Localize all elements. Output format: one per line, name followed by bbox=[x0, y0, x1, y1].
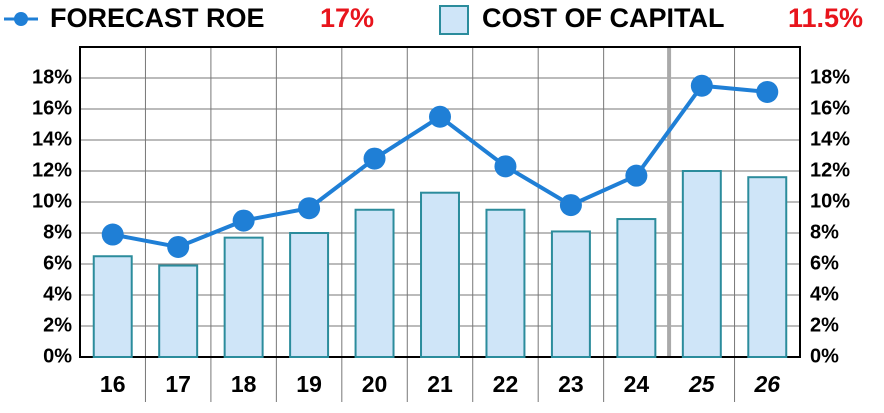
x-tick-label: 20 bbox=[362, 371, 388, 397]
legend-marker-icon bbox=[14, 12, 28, 26]
line-marker bbox=[690, 74, 713, 97]
y-tick-label: 14% bbox=[32, 128, 72, 150]
y2-tick-label: 4% bbox=[810, 283, 839, 305]
line-marker bbox=[298, 197, 321, 220]
bar bbox=[550, 230, 591, 358]
y2-tick-label: 12% bbox=[810, 159, 850, 181]
y2-tick-label: 18% bbox=[810, 66, 850, 88]
y-tick-label: 2% bbox=[43, 314, 72, 336]
bar bbox=[420, 191, 460, 358]
y-tick-label: 4% bbox=[43, 283, 72, 305]
bar bbox=[223, 236, 264, 358]
x-tick-label: 23 bbox=[558, 371, 584, 397]
x-tick-label: 24 bbox=[624, 371, 650, 397]
line-marker bbox=[625, 164, 648, 187]
legend-bar-icon bbox=[439, 5, 469, 35]
x-tick-label: 21 bbox=[427, 371, 453, 397]
line-marker bbox=[167, 235, 190, 258]
bar bbox=[289, 232, 330, 358]
line-marker bbox=[101, 223, 124, 246]
y2-tick-label: 14% bbox=[810, 128, 850, 150]
bar bbox=[354, 208, 395, 358]
line-marker bbox=[232, 209, 255, 232]
x-tick-label: 22 bbox=[493, 371, 519, 397]
x-tick-label: 17 bbox=[165, 371, 191, 397]
x-tick-label: 18 bbox=[231, 371, 257, 397]
y-tick-label: 10% bbox=[32, 190, 72, 212]
y-tick-label: 6% bbox=[43, 252, 72, 274]
x-tick-label: 16 bbox=[100, 371, 126, 397]
line-marker bbox=[559, 194, 582, 217]
x-tick-label: 25 bbox=[688, 371, 716, 397]
line-marker bbox=[429, 105, 451, 128]
line-marker bbox=[494, 155, 517, 178]
bar bbox=[681, 170, 722, 358]
y-tick-label: 12% bbox=[32, 159, 72, 181]
x-tick-label: 26 bbox=[753, 371, 780, 397]
legend-value: 17% bbox=[320, 3, 374, 33]
y-tick-label: 8% bbox=[43, 221, 72, 243]
y-tick-label: 0% bbox=[43, 345, 72, 367]
bar bbox=[616, 218, 657, 358]
y2-tick-label: 2% bbox=[810, 314, 839, 336]
bar bbox=[92, 255, 133, 358]
legend-value: 11.5% bbox=[788, 3, 863, 33]
y-tick-label: 16% bbox=[32, 97, 72, 119]
bar bbox=[485, 208, 526, 358]
x-tick-label: 19 bbox=[296, 371, 322, 397]
legend-label: FORECAST ROE bbox=[50, 3, 265, 33]
legend-label: COST OF CAPITAL bbox=[482, 3, 725, 33]
y2-tick-label: 0% bbox=[810, 345, 839, 367]
line-marker bbox=[756, 80, 779, 103]
y-tick-label: 18% bbox=[32, 66, 72, 88]
y2-tick-label: 6% bbox=[810, 252, 839, 274]
line-marker bbox=[363, 147, 386, 170]
bar bbox=[158, 264, 199, 358]
y2-tick-label: 10% bbox=[810, 190, 850, 212]
y2-tick-label: 8% bbox=[810, 221, 839, 243]
bar bbox=[747, 176, 788, 358]
y2-tick-label: 16% bbox=[810, 97, 850, 119]
